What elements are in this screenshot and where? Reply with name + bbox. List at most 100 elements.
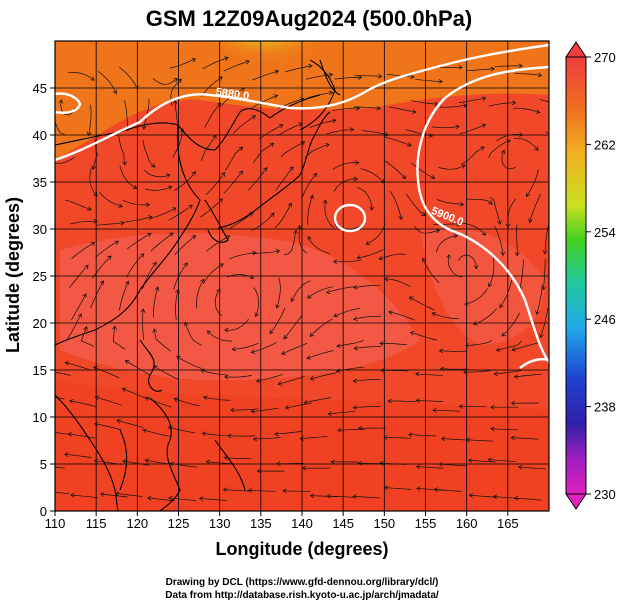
contour-closed-west [55, 92, 82, 114]
streamline [379, 462, 408, 465]
streamline [253, 287, 260, 317]
streamline-arrowhead [384, 276, 389, 282]
streamline [459, 405, 487, 408]
streamline-arrowhead [383, 434, 388, 440]
streamline-arrowhead [216, 288, 221, 294]
streamline [122, 388, 149, 400]
streamline-arrowhead [224, 56, 229, 61]
streamline [202, 57, 229, 70]
streamline [55, 119, 65, 135]
streamline [168, 426, 196, 434]
streamline [388, 400, 416, 402]
streamline [175, 289, 179, 320]
streamline-arrowhead [352, 284, 358, 290]
streamline [432, 125, 460, 129]
streamline [145, 459, 173, 465]
streamline-arrowhead [94, 395, 100, 401]
streamline [122, 200, 150, 206]
streamline-arrowhead [526, 192, 531, 198]
streamline-arrowhead [378, 255, 384, 261]
streamline-arrowhead [139, 253, 145, 258]
streamline-arrowhead [147, 495, 152, 501]
streamline-arrowhead [173, 78, 178, 83]
streamline-arrowhead [459, 201, 465, 207]
streamline-arrowhead [322, 199, 328, 204]
streamline-arrowhead [298, 122, 303, 127]
colorbar-top-arrow [565, 41, 587, 58]
streamline-arrowhead [122, 161, 127, 166]
streamline-arrowhead [145, 202, 151, 208]
streamline [514, 497, 542, 501]
streamline [410, 100, 439, 105]
contour-south-east [519, 358, 549, 369]
streamline-arrowhead [464, 301, 469, 306]
streamline-arrowhead [349, 127, 355, 132]
streamline-arrowhead [513, 495, 519, 501]
streamline-arrowhead [90, 242, 96, 247]
streamline-arrowhead [83, 326, 88, 331]
streamline-arrowhead [201, 431, 207, 437]
x-tick-label: 140 [291, 516, 313, 531]
streamline [353, 406, 381, 409]
y-tick-label: 15 [33, 363, 47, 378]
streamline-arrowhead [358, 425, 363, 431]
streamline-arrowhead [308, 63, 313, 69]
streamline-arrowhead [278, 124, 284, 129]
streamline-arrowhead [93, 366, 98, 371]
streamline-arrowhead [518, 132, 524, 137]
streamline [205, 172, 225, 196]
streamline-arrowhead [270, 212, 275, 218]
streamline-arrowhead [90, 76, 95, 81]
streamline [55, 397, 65, 400]
streamline-arrowhead [121, 459, 127, 464]
streamline-arrowhead [212, 134, 217, 140]
streamline [494, 370, 522, 375]
streamline [251, 407, 279, 412]
streamline-arrowhead [510, 400, 516, 406]
streamline [144, 169, 170, 178]
streamline-arrowhead [401, 174, 407, 180]
streamline [463, 370, 492, 373]
streamline-arrowhead [273, 94, 279, 99]
streamline [519, 259, 524, 290]
streamline [98, 191, 123, 207]
streamline-arrowhead [335, 368, 341, 373]
streamline [431, 312, 459, 319]
streamline [465, 339, 493, 347]
streamline [385, 136, 412, 146]
streamline-arrowhead [446, 254, 451, 259]
streamline-arrowhead [283, 334, 288, 340]
streamline [176, 356, 202, 369]
streamline-arrowhead [58, 99, 64, 104]
streamline-arrowhead [328, 72, 334, 78]
streamline [115, 493, 143, 497]
streamline [71, 293, 87, 321]
cold-anomaly [203, 41, 327, 86]
streamline [461, 146, 485, 165]
streamline-arrowhead [42, 429, 46, 433]
streamline [441, 438, 469, 441]
streamline-arrowhead [293, 229, 298, 235]
streamline [282, 490, 311, 492]
streamline [95, 240, 119, 258]
x-tick-label: 150 [373, 516, 395, 531]
streamline [447, 254, 463, 278]
streamline-arrowhead [87, 206, 92, 211]
streamline-arrowhead [309, 194, 314, 200]
streamline-arrowhead [93, 218, 98, 224]
colorbar-tick-label: 238 [594, 400, 616, 415]
streamline-arrowhead [481, 123, 487, 129]
streamline-arrowhead [432, 407, 437, 413]
streamline-arrowhead [191, 170, 196, 176]
streamline [357, 249, 384, 259]
streamline [100, 493, 128, 498]
streamline-arrowhead [430, 175, 436, 180]
streamline [301, 173, 317, 199]
streamline [119, 165, 137, 189]
streamline-arrowhead [384, 132, 389, 137]
contour-line-5880 [55, 43, 549, 162]
streamline-arrowhead [282, 488, 287, 494]
streamline-arrowhead [124, 360, 130, 365]
streamline [354, 75, 382, 77]
colorbar-tick-label: 230 [594, 487, 616, 502]
